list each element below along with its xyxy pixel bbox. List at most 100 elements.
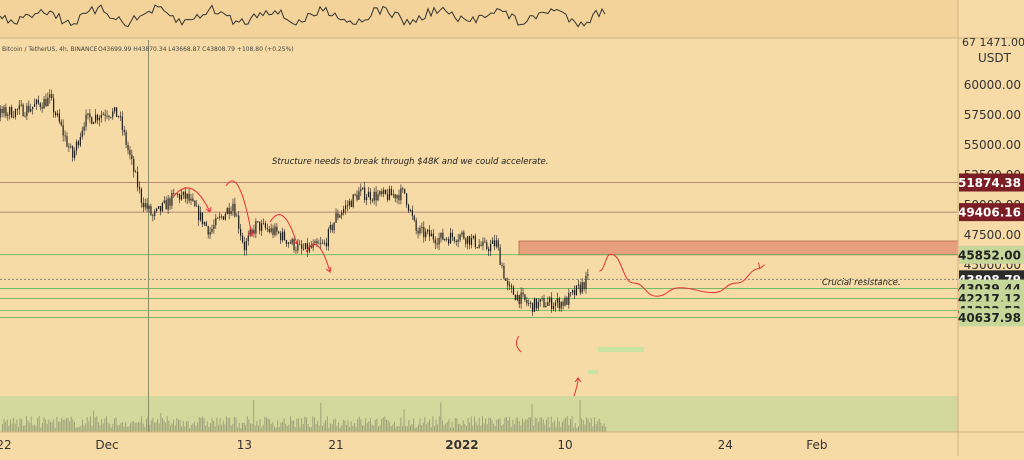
candle-body	[358, 191, 360, 200]
candle-body	[341, 212, 343, 216]
volume-bar	[498, 419, 499, 432]
volume-bar	[338, 422, 339, 432]
volume-bar	[8, 425, 10, 432]
volume-bar	[357, 418, 359, 432]
x-tick-label: 10	[557, 438, 572, 452]
candle-body	[579, 284, 581, 293]
volume-bar	[592, 426, 594, 432]
volume-bar	[550, 416, 552, 432]
candle-body	[436, 243, 438, 245]
volume-bar	[283, 418, 285, 432]
candle-body	[135, 171, 137, 173]
volume-bar	[341, 425, 343, 432]
candle-body	[41, 107, 43, 109]
volume-bar	[46, 423, 48, 432]
volume-bar	[565, 417, 567, 432]
candle-body	[211, 228, 213, 232]
volume-bar	[98, 422, 99, 432]
volume-bar	[126, 426, 128, 432]
candle-body	[390, 188, 392, 196]
volume-bar	[438, 416, 440, 432]
volume-bar	[314, 417, 315, 432]
candle-body	[39, 103, 41, 108]
volume-bar	[533, 425, 535, 432]
candle-body	[152, 214, 154, 216]
candle-body	[171, 192, 173, 206]
volume-bar	[186, 421, 187, 432]
candle-body	[480, 244, 482, 246]
volume-bar	[138, 422, 139, 432]
volume-bar	[174, 425, 176, 432]
candle-body	[276, 226, 278, 232]
candle-body	[497, 240, 499, 248]
volume-bar	[157, 419, 159, 432]
volume-bar	[483, 423, 485, 432]
volume-bar	[29, 422, 31, 432]
candle-body	[184, 191, 186, 199]
candle-body	[241, 235, 244, 243]
candle-body	[5, 107, 7, 116]
volume-bar	[430, 427, 432, 432]
volume-bar	[222, 420, 224, 432]
candle-body	[125, 132, 127, 146]
volume-bar	[462, 420, 464, 432]
volume-bar	[507, 420, 509, 432]
volume-bar	[117, 425, 119, 432]
volume-bar	[539, 417, 541, 432]
volume-bar	[474, 416, 475, 432]
candle-body	[0, 108, 1, 118]
candle-body	[213, 225, 215, 229]
candle-body	[12, 116, 15, 118]
volume-bar	[378, 426, 379, 432]
candle-body	[281, 231, 284, 241]
candle-body	[51, 94, 53, 99]
volume-bar	[235, 417, 237, 432]
volume-bar	[250, 423, 251, 432]
volume-bar	[509, 416, 511, 432]
candle-body	[72, 146, 74, 158]
candle-body	[110, 116, 112, 118]
candle-body	[318, 243, 320, 245]
candle-body	[81, 130, 83, 137]
candle-body	[572, 290, 574, 293]
volume-bar	[579, 400, 581, 432]
volume-bar	[166, 416, 168, 432]
volume-bar	[547, 416, 549, 432]
candle-body	[278, 231, 280, 233]
candle-body	[459, 234, 461, 240]
candle-body	[423, 226, 425, 238]
volume-bar	[150, 420, 152, 432]
volume-bar	[21, 419, 23, 432]
volume-bar	[453, 427, 455, 432]
volume-bar	[213, 420, 215, 432]
volume-bar	[392, 424, 394, 432]
volume-bar	[531, 404, 533, 432]
candle-body	[167, 198, 169, 210]
volume-bar	[374, 420, 376, 432]
volume-bar	[18, 426, 19, 432]
y-tick-label: 47500.00	[964, 228, 1021, 242]
volume-bar	[446, 422, 448, 432]
volume-bar	[330, 423, 331, 432]
volume-spike	[148, 40, 149, 432]
volume-bar	[517, 417, 519, 432]
candle-body	[551, 297, 553, 310]
volume-bar	[589, 422, 591, 432]
volume-bar	[347, 420, 349, 432]
volume-bar	[389, 422, 391, 432]
volume-bar	[205, 425, 207, 432]
candle-body	[407, 204, 410, 211]
volume-bar	[344, 420, 346, 432]
candle-body	[156, 208, 158, 211]
volume-bar	[278, 426, 280, 432]
volume-bar	[74, 421, 75, 432]
candle-body	[453, 237, 455, 242]
volume-bar	[320, 402, 322, 432]
volume-bar	[189, 427, 191, 432]
volume-bar	[454, 418, 456, 432]
volume-bar	[206, 421, 208, 432]
candle-body	[66, 136, 68, 147]
volume-bar	[123, 426, 125, 432]
candle-body	[463, 232, 465, 239]
volume-bar	[570, 419, 571, 432]
